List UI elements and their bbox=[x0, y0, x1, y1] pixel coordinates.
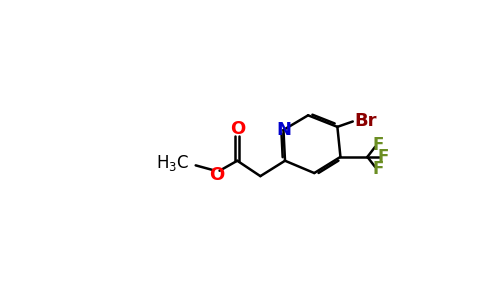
Text: H$_3$C: H$_3$C bbox=[156, 153, 190, 173]
Text: F: F bbox=[373, 136, 384, 154]
Text: F: F bbox=[373, 160, 384, 178]
Text: Br: Br bbox=[354, 112, 377, 130]
Text: N: N bbox=[276, 121, 291, 139]
Text: F: F bbox=[377, 148, 389, 166]
Text: O: O bbox=[210, 166, 225, 184]
Text: O: O bbox=[229, 120, 245, 138]
